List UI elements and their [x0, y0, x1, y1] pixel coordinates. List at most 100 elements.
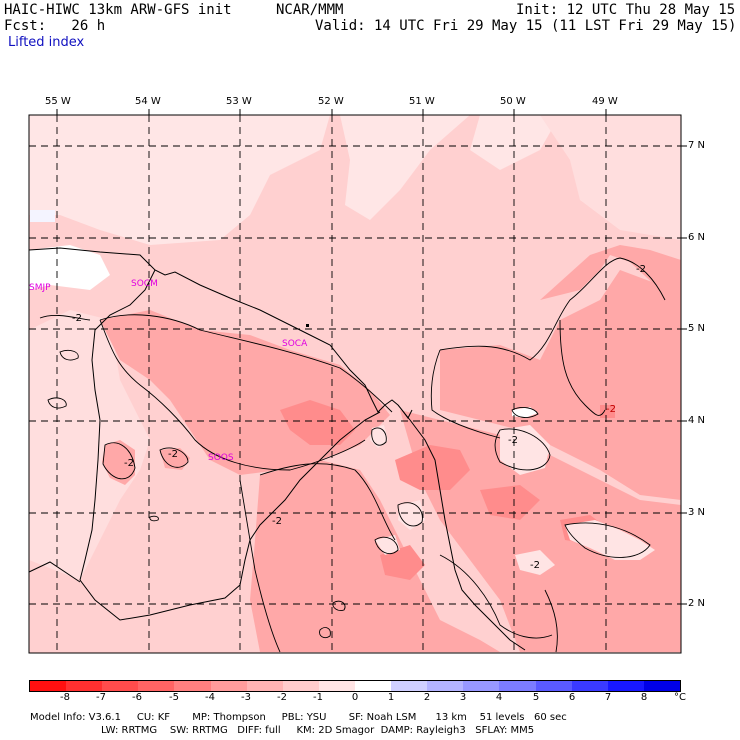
colorbar-tick: 8	[640, 692, 648, 703]
station-label: SOCM	[131, 279, 158, 289]
contour-line	[511, 407, 539, 418]
field-light-patch	[340, 115, 470, 220]
field-deeper-patch	[600, 405, 615, 418]
field-dark-patch	[540, 245, 681, 310]
contour-line	[332, 600, 346, 611]
contour-line	[559, 319, 606, 416]
colorbar-swatch	[499, 681, 536, 691]
contour-label: -2	[530, 560, 540, 571]
field-dark-patch	[160, 448, 190, 470]
colorbar-swatch	[30, 681, 67, 691]
contour-line	[544, 589, 558, 653]
field-white-patch	[375, 535, 400, 555]
colorbar-tick: 3	[459, 692, 467, 703]
contour-line	[39, 315, 91, 321]
contour-label: -2	[124, 458, 134, 469]
colorbar-swatch	[138, 681, 175, 691]
colorbar-tick: -2	[277, 692, 287, 703]
field-light-patch	[29, 310, 150, 580]
contour-label: -2	[508, 435, 518, 446]
colorbar-tick: -1	[313, 692, 323, 703]
colorbar-swatch	[210, 681, 247, 691]
colorbar-tick: 0	[351, 692, 359, 703]
map-frame	[28, 114, 682, 654]
colorbar-swatch	[282, 681, 319, 691]
coastline	[28, 247, 413, 419]
field-white-patch	[29, 245, 110, 290]
contour-line	[439, 257, 666, 361]
colorbar-swatch	[174, 681, 211, 691]
border-line	[397, 404, 526, 651]
contour-label: -2	[72, 313, 82, 324]
colorbar-swatch	[607, 681, 644, 691]
colorbar-tick: -4	[205, 692, 215, 703]
field-dark-patch	[250, 460, 500, 652]
colorbar-swatch	[246, 681, 283, 691]
colorbar-swatch	[391, 681, 428, 691]
contour-line	[564, 522, 651, 558]
contour-label: -2	[272, 516, 282, 527]
colorbar-swatch	[535, 681, 572, 691]
org-label: NCAR/MMM	[276, 2, 344, 18]
lat-label: 5 N	[688, 323, 706, 334]
field-white-patch	[500, 425, 550, 475]
field-deeper-patch	[280, 400, 355, 445]
contour-line	[319, 627, 331, 639]
contour-line	[374, 536, 399, 554]
contour-label: -2	[606, 404, 616, 415]
contour-line	[159, 447, 189, 468]
lon-label: 55 W	[45, 96, 71, 107]
model-title: HAIC-HIWC 13km ARW-GFS init	[4, 2, 232, 18]
contour-line	[439, 554, 553, 639]
colorbar-tick: 1	[387, 692, 395, 703]
colorbar-swatch	[427, 681, 464, 691]
colorbar-tick: 5	[532, 692, 540, 703]
colorbar-tick: 4	[495, 692, 503, 703]
contour-line	[397, 502, 423, 527]
field-deeper-patch	[480, 485, 540, 520]
station-label: SMJP	[29, 283, 51, 293]
model-info-line2: LW: RRTMG SW: RRTMG DIFF: full KM: 2D Sm…	[101, 725, 535, 736]
field-dark-patch	[440, 270, 681, 500]
colorbar-tick: -8	[60, 692, 70, 703]
colorbar-swatch	[318, 681, 355, 691]
field-name: Lifted index	[8, 35, 85, 50]
field-light-patch	[29, 115, 330, 245]
colorbar-swatch	[463, 681, 500, 691]
valid-time: Valid: 14 UTC Fri 29 May 15 (11 LST Fri …	[315, 18, 737, 34]
colorbar-tick: 2	[423, 692, 431, 703]
contour-line	[371, 427, 387, 446]
lon-label: 51 W	[409, 96, 435, 107]
contour-line	[239, 479, 281, 653]
contour-line	[149, 515, 159, 522]
colorbar-tick: -6	[132, 692, 142, 703]
contour-line	[494, 428, 551, 471]
lat-label: 3 N	[688, 507, 706, 518]
lon-label: 54 W	[135, 96, 161, 107]
colorbar-tick: -5	[169, 692, 179, 703]
field-dark-patch	[400, 410, 681, 652]
station-marker	[306, 324, 309, 327]
contour-line	[430, 349, 501, 439]
station-label: SOOS	[208, 453, 234, 463]
colorbar-swatch	[571, 681, 608, 691]
lat-label: 2 N	[688, 598, 706, 609]
contour-line	[47, 397, 67, 409]
border-line	[28, 561, 81, 583]
init-time: Init: 12 UTC Thu 28 May 15	[516, 2, 736, 18]
lat-label: 6 N	[688, 232, 706, 243]
lon-label: 52 W	[318, 96, 344, 107]
contour-label: -2	[636, 264, 646, 275]
lon-label: 53 W	[226, 96, 252, 107]
field-white-patch	[512, 407, 538, 418]
contour-line	[259, 463, 396, 541]
lat-label: 7 N	[688, 140, 706, 151]
colorbar-tick: -7	[96, 692, 106, 703]
contour-line	[59, 349, 79, 361]
lon-label: 49 W	[592, 96, 618, 107]
colorbar-tick: -3	[241, 692, 251, 703]
lat-label: 4 N	[688, 415, 706, 426]
field-white-patch	[565, 520, 655, 560]
contour-label: -2	[168, 449, 178, 460]
